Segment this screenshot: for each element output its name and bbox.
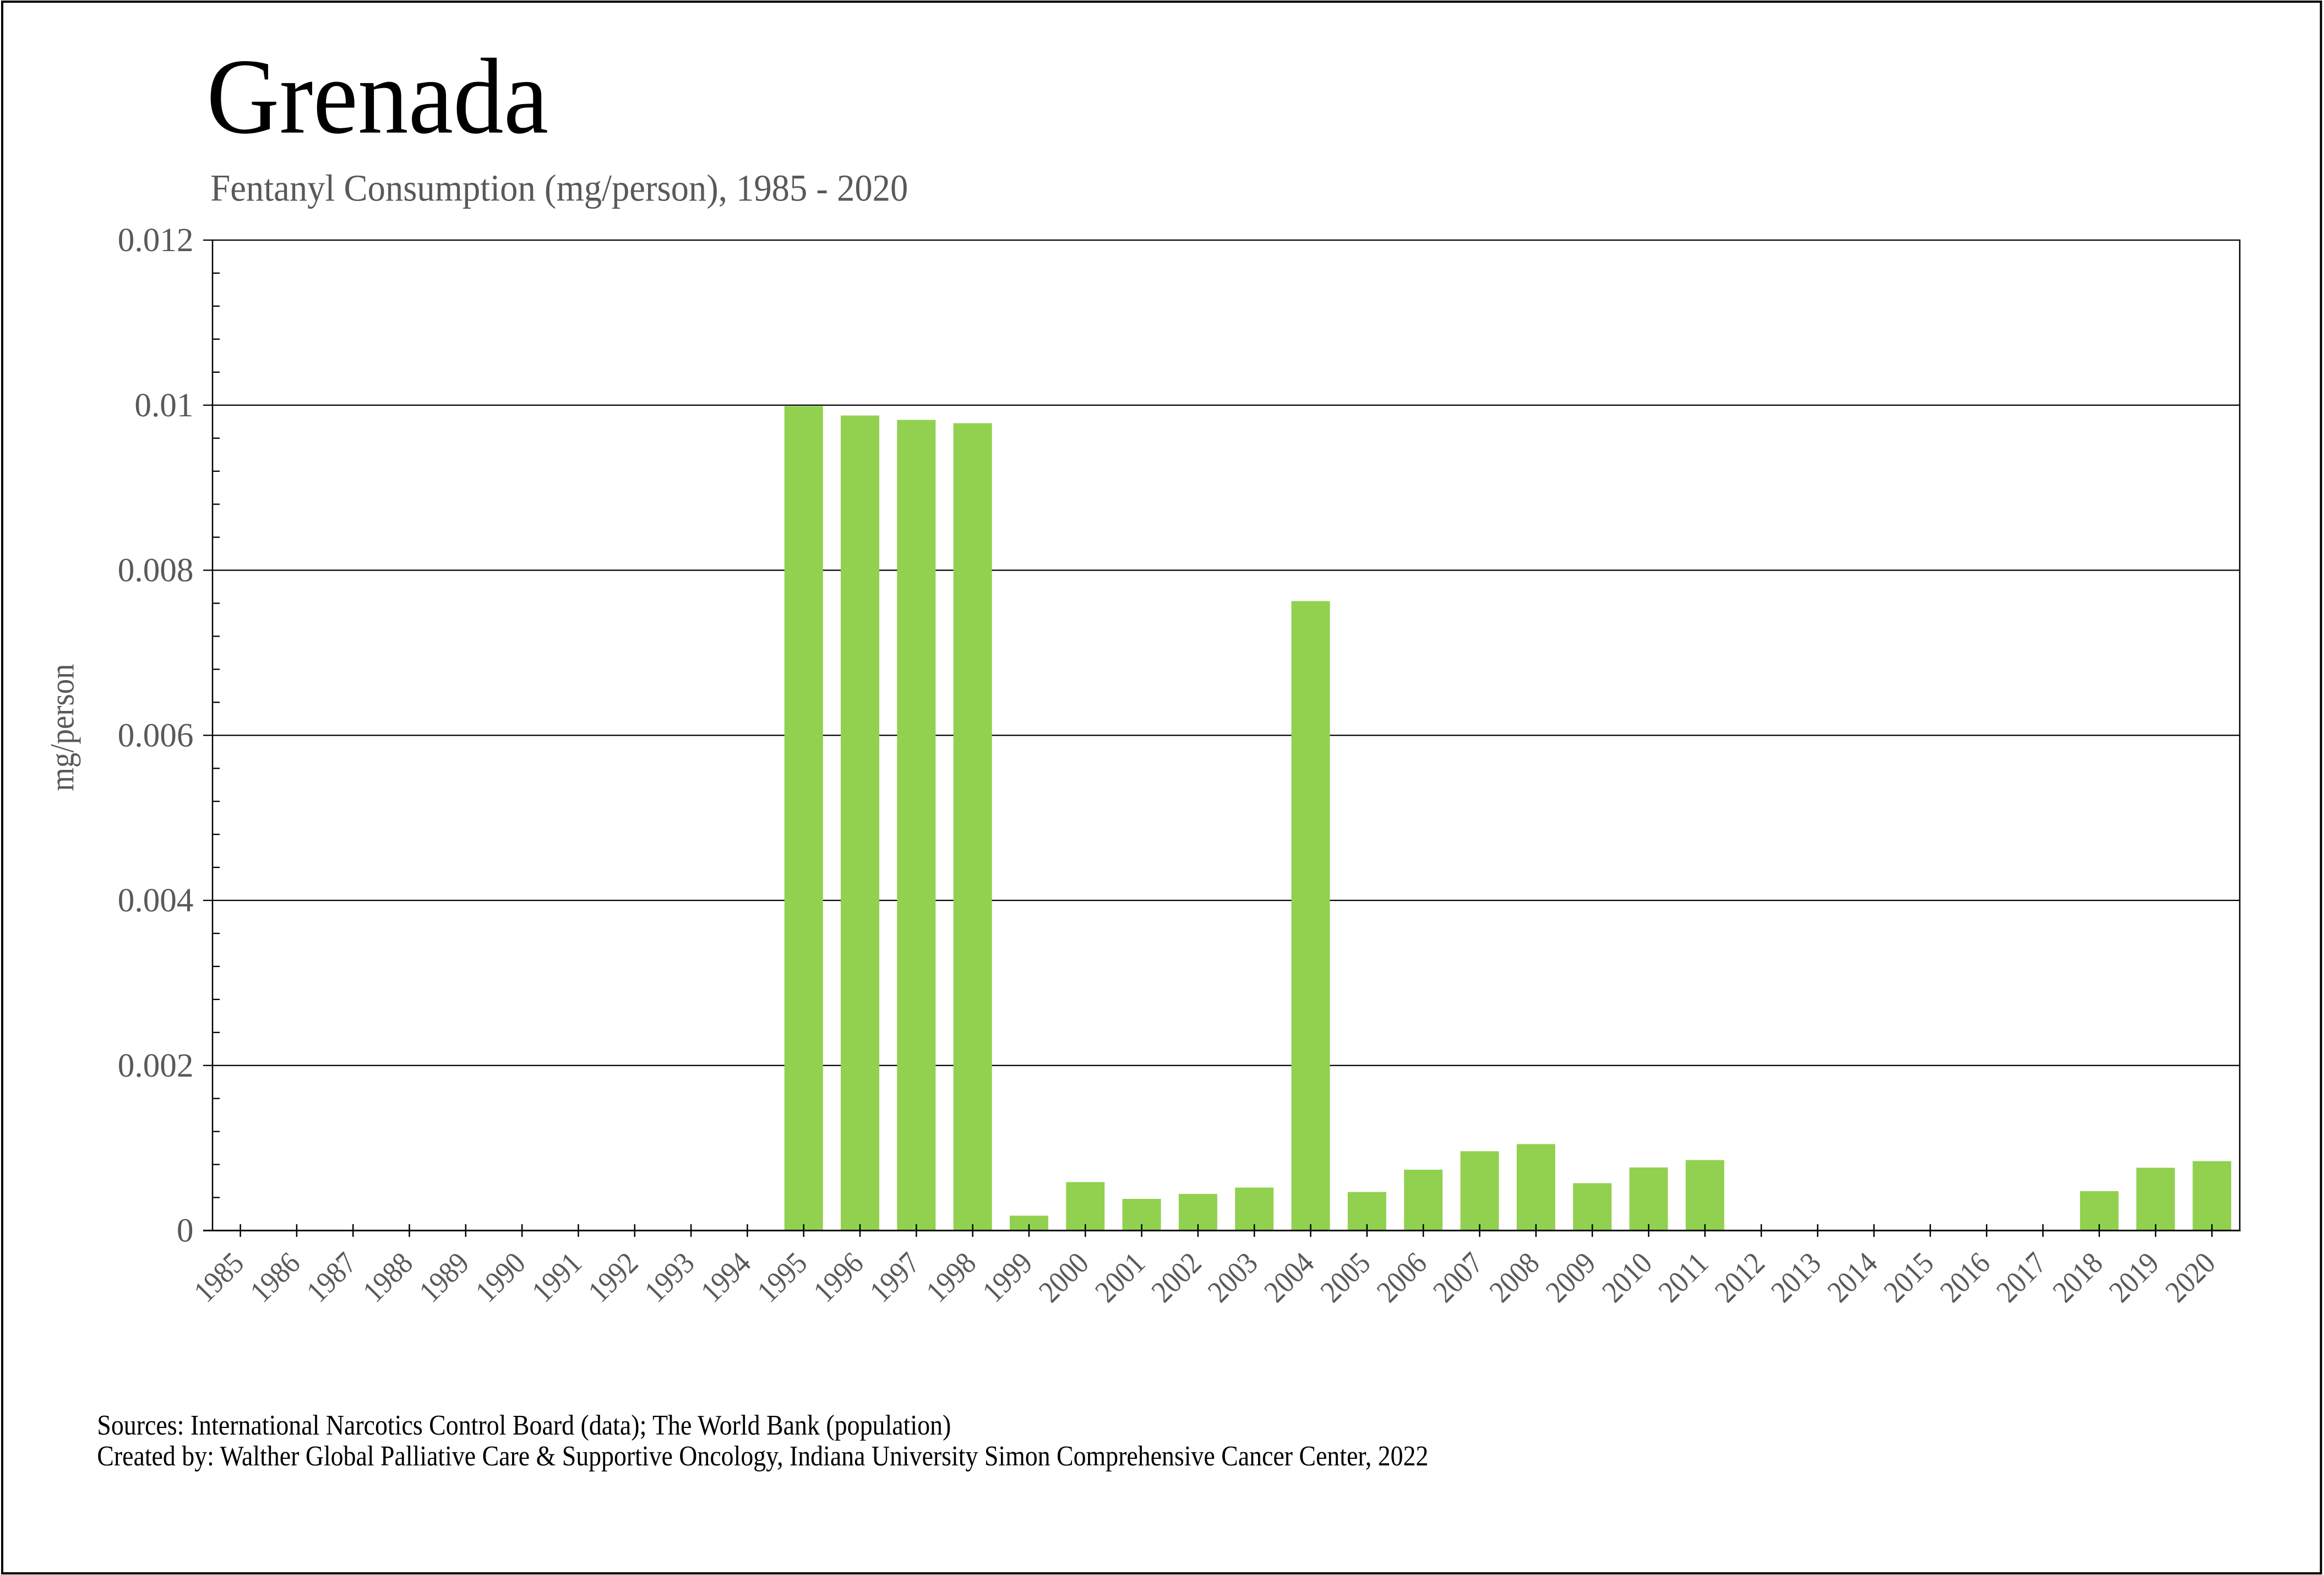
svg-text:0.002: 0.002 [118,1047,194,1084]
svg-text:mg/person: mg/person [44,664,81,791]
svg-text:0: 0 [177,1212,194,1250]
svg-text:0.008: 0.008 [118,552,194,589]
svg-text:0.012: 0.012 [118,221,194,259]
svg-text:Grenada: Grenada [206,37,548,156]
svg-text:0.01: 0.01 [134,387,193,424]
svg-text:0.004: 0.004 [118,882,194,919]
svg-text:Fentanyl Consumption (mg/perso: Fentanyl Consumption (mg/person), 1985 -… [210,167,908,209]
svg-text:Created by: Walther Global Pal: Created by: Walther Global Palliative Ca… [97,1441,1428,1472]
svg-text:0.006: 0.006 [118,716,194,754]
svg-text:Sources: International Narcoti: Sources: International Narcotics Control… [97,1410,951,1441]
